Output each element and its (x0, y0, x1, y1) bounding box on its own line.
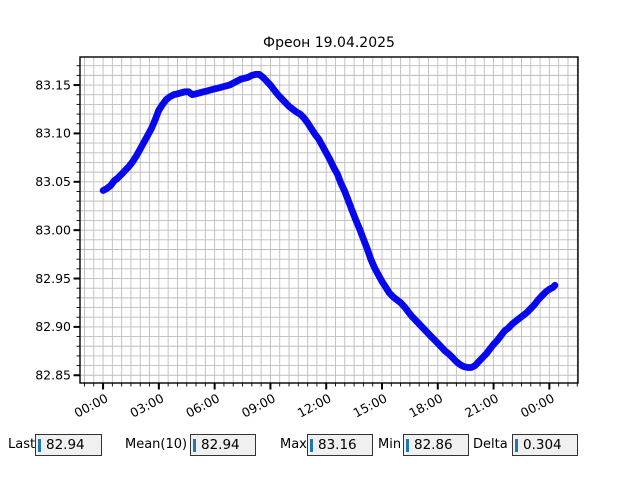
delta-value-field[interactable]: 0.304 (512, 434, 578, 456)
min-value-field[interactable]: 82.86 (403, 434, 469, 456)
x-axis-tick-label: 21:00 (462, 390, 501, 420)
y-axis-tick-label: 82.90 (35, 319, 71, 334)
text-cursor-icon (406, 438, 409, 452)
x-axis-tick-label: 12:00 (295, 390, 334, 420)
x-axis-tick-label: 18:00 (406, 390, 445, 420)
text-cursor-icon (38, 438, 41, 452)
x-axis-tick-label: 03:00 (127, 390, 166, 420)
x-axis-tick-label: 00:00 (518, 390, 557, 420)
delta-label: Delta (473, 437, 508, 452)
last-value-field[interactable]: 82.94 (35, 434, 102, 456)
x-axis-tick-label: 09:00 (239, 390, 278, 420)
x-axis-tick-label: 06:00 (183, 390, 222, 420)
min-value: 82.86 (414, 437, 453, 453)
y-axis-tick-label: 83.05 (35, 174, 71, 189)
x-axis-tick-label: 15:00 (351, 390, 390, 420)
last-value: 82.94 (46, 437, 85, 453)
max-label: Max (280, 437, 307, 452)
min-label: Min (378, 437, 402, 452)
mean-value-field[interactable]: 82.94 (190, 434, 256, 456)
y-axis-tick-label: 82.95 (35, 271, 71, 286)
text-cursor-icon (515, 438, 518, 452)
chart-canvas: 00:00 03:00 06:00 09:00 12:00 15:00 18:00 21:00… (35, 35, 579, 421)
max-value: 83.16 (318, 437, 357, 453)
text-cursor-icon (193, 438, 196, 452)
x-axis-tick-label: 00:00 (72, 390, 111, 420)
y-axis-tick-label: 83.15 (35, 77, 71, 92)
mean-value: 82.94 (201, 437, 240, 453)
data-line-freon (99, 71, 559, 371)
y-axis-tick-label: 83.00 (35, 222, 71, 237)
plot-frame (79, 56, 579, 384)
y-axis-tick-label: 82.85 (35, 368, 71, 383)
mean-label: Mean(10) (125, 437, 188, 452)
y-axis-tick-label: 83.10 (35, 126, 71, 141)
chart-title: Фреон 19.04.2025 (263, 35, 395, 51)
last-label: Last (8, 437, 36, 452)
delta-value: 0.304 (523, 437, 562, 453)
text-cursor-icon (310, 438, 313, 452)
max-value-field[interactable]: 83.16 (307, 434, 373, 456)
